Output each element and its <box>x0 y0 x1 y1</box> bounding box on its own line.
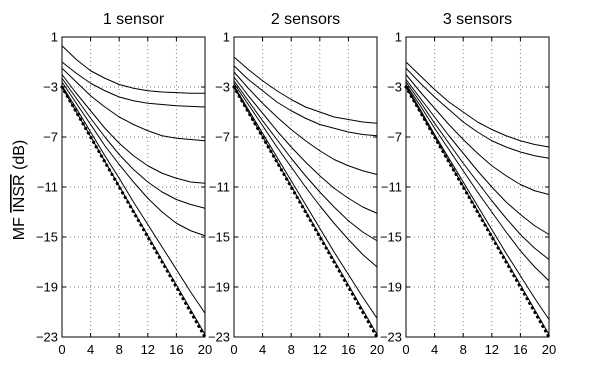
series-line-9 <box>60 85 207 339</box>
tick-marks <box>233 36 378 338</box>
panel-3: 0 4 8 12 16 20 1 −3 −7 −11 −15 −19 −23 3 sensors <box>380 11 556 357</box>
panel-title: 3 sensors <box>443 11 512 28</box>
y-tick-label: −19 <box>208 280 230 295</box>
series-line-3 <box>61 67 206 142</box>
series-line-5 <box>405 81 550 260</box>
x-tick-label: 0 <box>58 342 65 357</box>
y-tick-label: −23 <box>380 330 402 345</box>
y-tick-label: −7 <box>387 130 402 145</box>
y-tick-label: −11 <box>209 180 230 195</box>
series-line-2 <box>405 67 550 159</box>
series-line-5 <box>233 80 378 242</box>
x-tick-label: 8 <box>116 342 123 357</box>
y-axis-label-suffix: (dB) <box>11 140 28 175</box>
series-line-3 <box>405 74 550 195</box>
x-tick-label: 20 <box>198 342 212 357</box>
x-tick-label: 4 <box>259 342 266 357</box>
y-tick-label: −11 <box>37 180 58 195</box>
panel-2: 0 4 8 12 16 20 1 −3 −7 −11 −15 −19 −23 2 sensors <box>208 11 384 357</box>
series-line-9 <box>404 85 551 339</box>
y-axis-label-prefix: MF <box>11 213 28 241</box>
x-tick-label: 8 <box>288 342 295 357</box>
x-tick-label: 12 <box>141 342 155 357</box>
series-line-1 <box>405 61 550 148</box>
plot-area <box>62 37 205 337</box>
series-line-2 <box>61 61 206 108</box>
series-line-4 <box>61 74 206 184</box>
x-tick-label: 0 <box>402 342 409 357</box>
y-tick-label: 1 <box>395 30 402 45</box>
y-tick-label: −19 <box>36 280 58 295</box>
y-axis-label-overlined: INSR <box>11 174 28 212</box>
series-line-9 <box>232 85 379 339</box>
panel-1: 0 4 8 12 16 20 1 −3 −7 −11 −15 −19 −23 1 sensor <box>36 11 212 357</box>
x-tick-label: 16 <box>341 342 355 357</box>
series-line-6 <box>405 84 550 282</box>
panel-title: 1 sensor <box>103 11 165 28</box>
x-tick-label: 20 <box>542 342 556 357</box>
series-line-5 <box>61 77 206 209</box>
y-tick-label: −7 <box>215 130 230 145</box>
x-tick-label: 16 <box>169 342 183 357</box>
y-tick-label: −15 <box>36 230 58 245</box>
series-line-3 <box>233 71 378 175</box>
y-tick-label: −15 <box>380 230 402 245</box>
y-tick-label: −7 <box>43 130 58 145</box>
x-tick-label: 20 <box>370 342 384 357</box>
series-line-1 <box>233 56 378 124</box>
series-line-4 <box>233 76 378 214</box>
series-line-2 <box>233 65 378 137</box>
series-group <box>404 61 551 339</box>
series-group <box>232 56 379 339</box>
series-line-7 <box>233 85 378 319</box>
y-tick-label: 1 <box>223 30 230 45</box>
tick-marks <box>405 36 550 338</box>
series-line-6 <box>61 81 206 237</box>
panel-title: 2 sensors <box>271 11 340 28</box>
series-line-4 <box>405 79 550 235</box>
x-tick-label: 12 <box>313 342 327 357</box>
y-tick-label: −15 <box>208 230 230 245</box>
y-tick-label: −23 <box>208 330 230 345</box>
series-group <box>60 45 207 339</box>
y-tick-label: 1 <box>51 30 58 45</box>
y-axis-label: MF INSR (dB) <box>11 140 28 240</box>
series-line-6 <box>233 82 378 268</box>
tick-marks <box>61 36 206 338</box>
y-tick-label: −11 <box>381 180 402 195</box>
x-tick-label: 8 <box>460 342 467 357</box>
x-tick-label: 12 <box>485 342 499 357</box>
x-tick-label: 4 <box>431 342 438 357</box>
y-tick-label: −3 <box>43 80 58 95</box>
series-line-7 <box>405 85 550 320</box>
x-tick-label: 4 <box>87 342 94 357</box>
series-line-1 <box>61 45 205 94</box>
y-tick-label: −3 <box>387 80 402 95</box>
x-tick-label: 16 <box>513 342 527 357</box>
chart-panels: 0 4 8 12 16 20 1 −3 −7 −11 −15 −19 −23 1 sensor 0 4 8 12 1… <box>36 11 556 357</box>
y-tick-label: −23 <box>36 330 58 345</box>
series-line-7 <box>61 85 206 314</box>
x-tick-label: 0 <box>230 342 237 357</box>
y-tick-label: −3 <box>215 80 230 95</box>
y-tick-label: −19 <box>380 280 402 295</box>
